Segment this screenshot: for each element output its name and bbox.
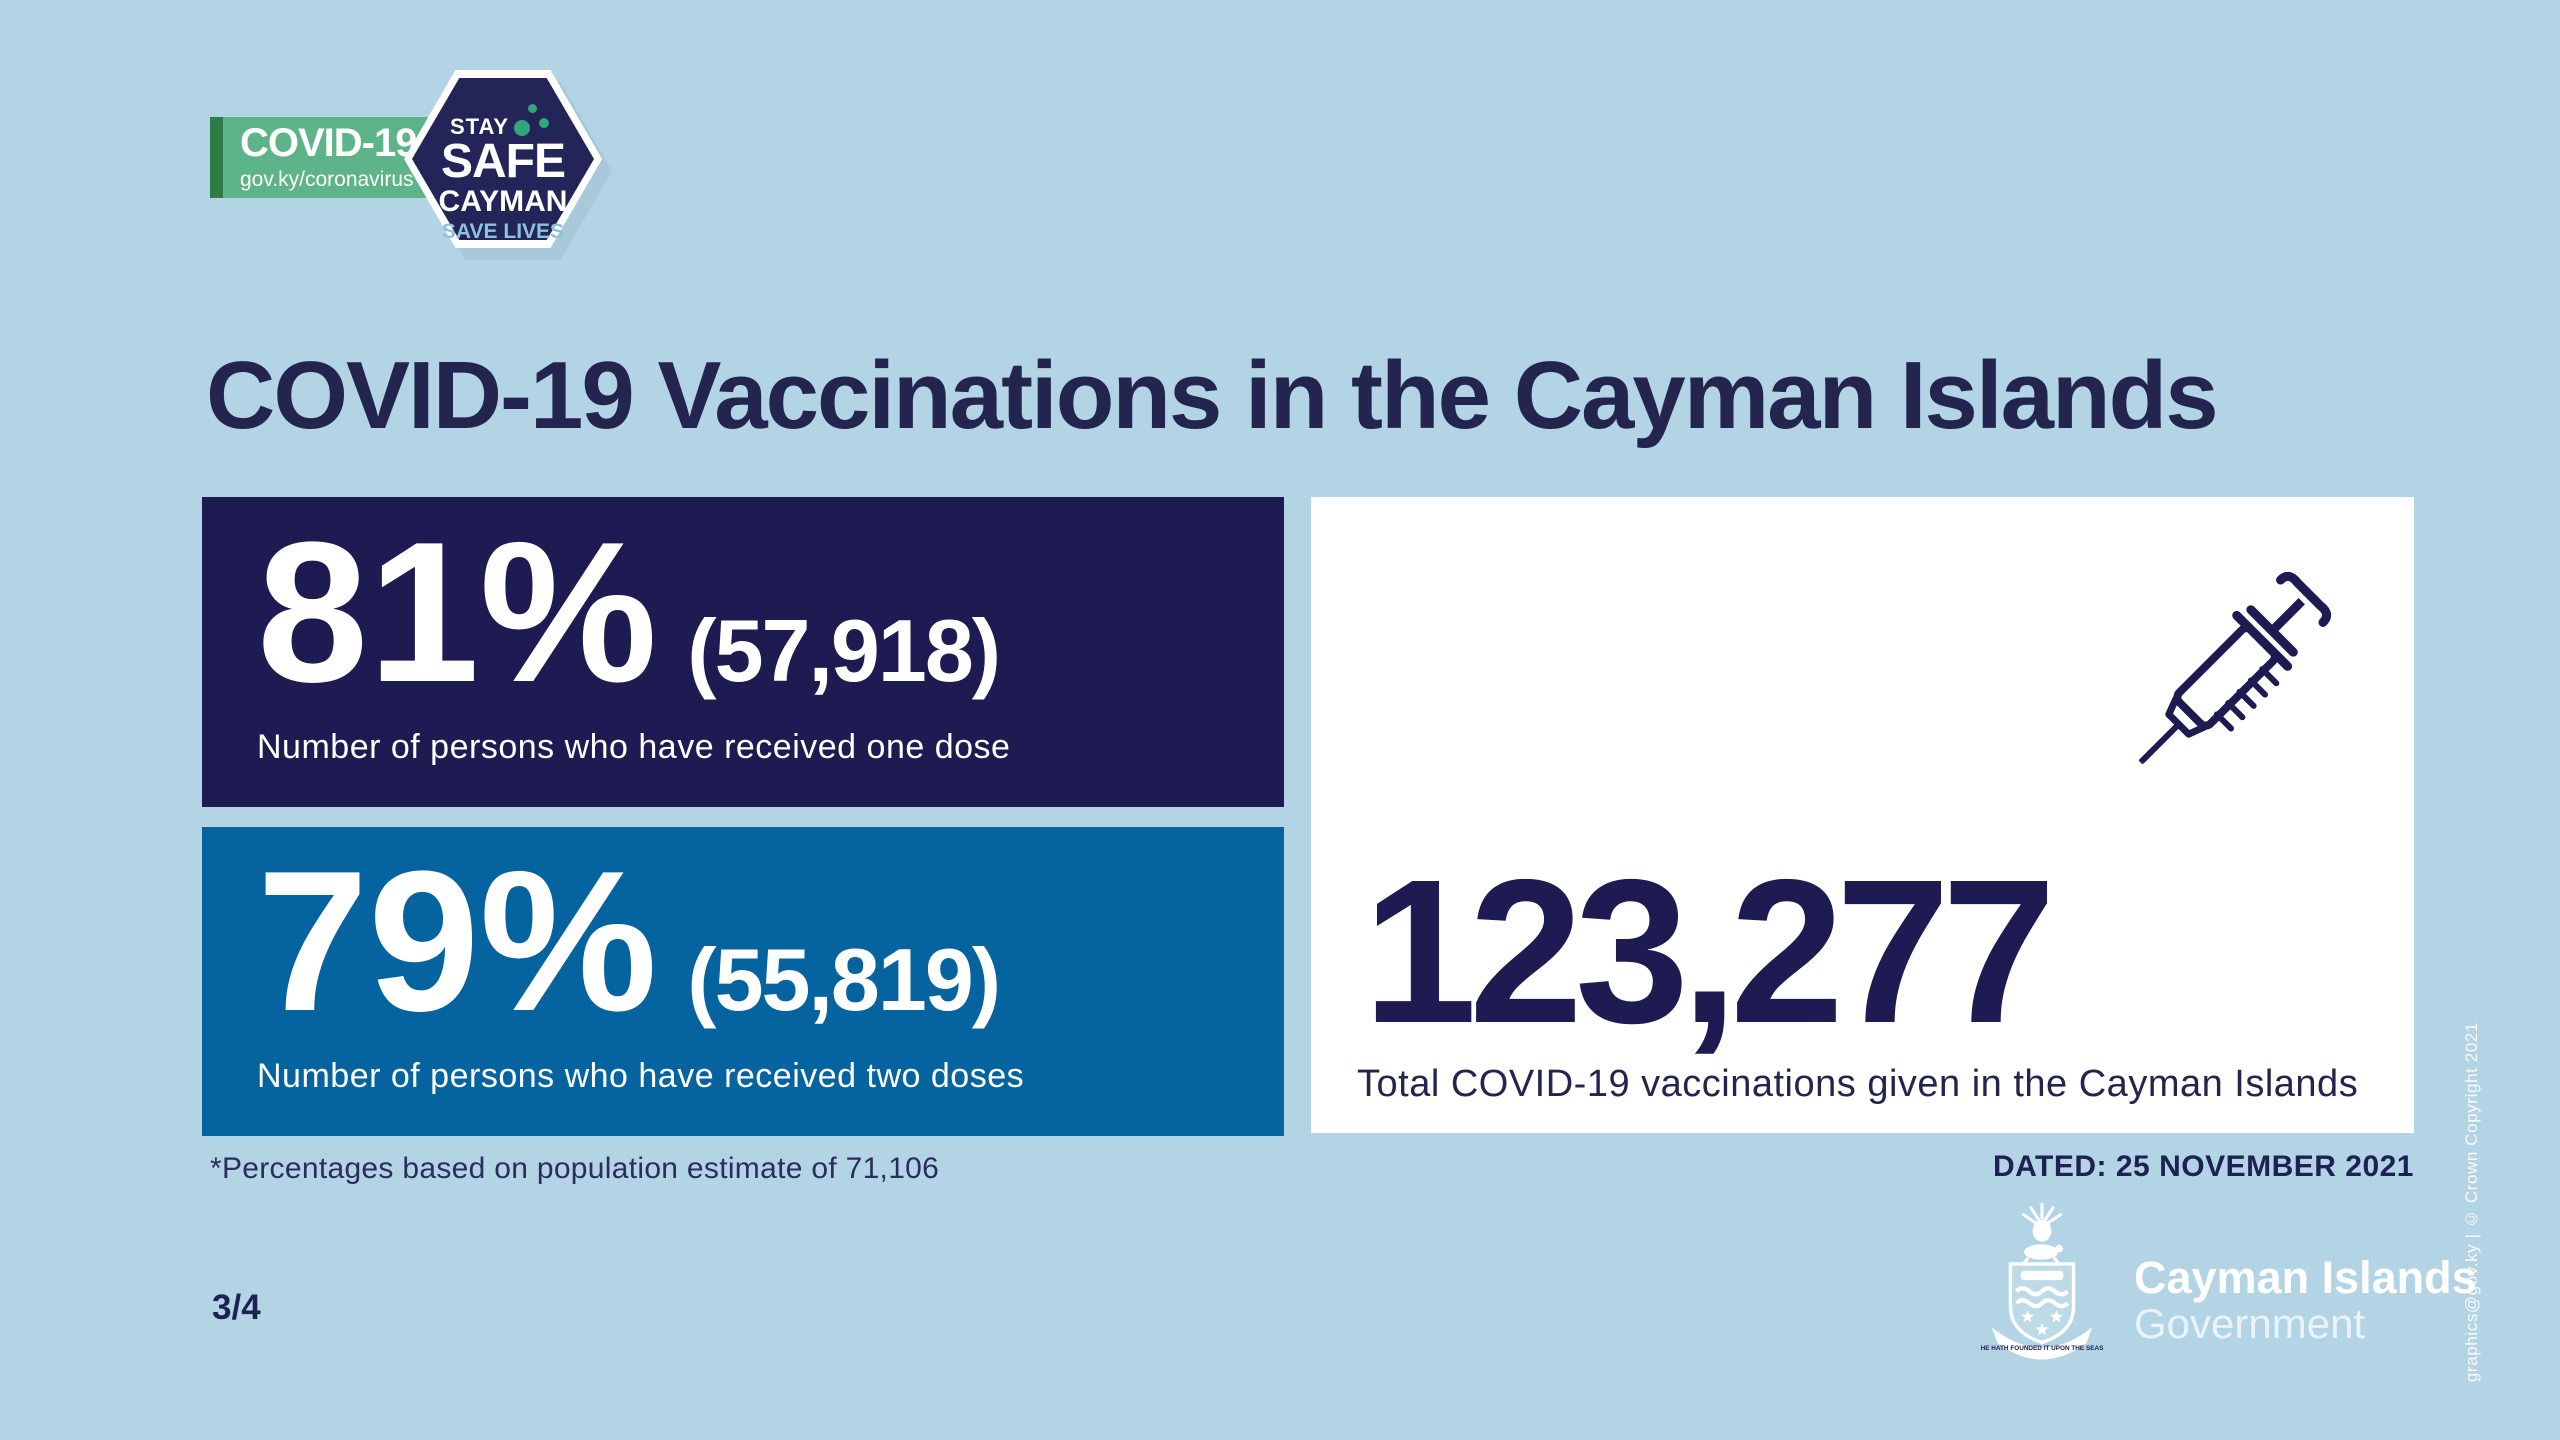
virus-dot-icon bbox=[539, 118, 549, 128]
ribbon-title: COVID-19 bbox=[240, 120, 418, 165]
one-dose-stat-box: 81% (57,918) Number of persons who have … bbox=[202, 497, 1284, 807]
page-indicator: 3/4 bbox=[212, 1288, 261, 1327]
ribbon-url: gov.ky/coronavirus bbox=[240, 167, 414, 191]
badge-stay: STAY bbox=[450, 114, 510, 139]
two-doses-stat-box: 79% (55,819) Number of persons who have … bbox=[202, 827, 1284, 1136]
total-vaccinations-box: 123,277 Total COVID-19 vaccinations give… bbox=[1311, 497, 2414, 1133]
one-dose-count: (57,918) bbox=[687, 600, 1001, 700]
two-doses-stat-row: 79% (55,819) bbox=[257, 830, 1284, 1053]
cig-name: Cayman Islands bbox=[2134, 1252, 2477, 1303]
badge-cayman: CAYMAN bbox=[438, 185, 568, 218]
total-vaccinations-label: Total COVID-19 vaccinations given in the… bbox=[1357, 1063, 2359, 1105]
two-doses-percent: 79% bbox=[257, 830, 658, 1053]
copyright-credit: graphics@gov.ky | © Crown Copyright 2021 bbox=[2462, 1021, 2481, 1382]
page-title: COVID-19 Vaccinations in the Cayman Isla… bbox=[206, 342, 2219, 449]
badge-save-lives: SAVE LIVES bbox=[441, 219, 565, 243]
stay-safe-cayman-badge: STAY SAFE CAYMAN SAVE LIVES bbox=[404, 70, 612, 260]
population-footnote: *Percentages based on population estimat… bbox=[210, 1152, 940, 1185]
dated-label: DATED: 25 NOVEMBER 2021 bbox=[1992, 1150, 2414, 1183]
cig-motto: HE HATH FOUNDED IT UPON THE SEAS bbox=[1981, 1345, 2104, 1352]
two-doses-label: Number of persons who have received two … bbox=[257, 1057, 1025, 1095]
cig-coat-of-arms-icon: HE HATH FOUNDED IT UPON THE SEAS bbox=[1978, 1196, 2106, 1377]
two-doses-count: (55,819) bbox=[687, 930, 1001, 1029]
virus-dot-icon bbox=[514, 120, 530, 136]
cig-logo: HE HATH FOUNDED IT UPON THE SEAS Cayman … bbox=[1978, 1196, 2477, 1377]
one-dose-label: Number of persons who have received one … bbox=[257, 727, 1011, 766]
syringe-icon bbox=[2098, 529, 2374, 805]
cig-government: Government bbox=[2134, 1300, 2366, 1348]
one-dose-stat-row: 81% (57,918) bbox=[257, 500, 1284, 724]
ribbon-accent-strip bbox=[210, 117, 223, 198]
badge-safe: SAFE bbox=[440, 135, 566, 188]
cig-logo-text: Cayman Islands Government bbox=[2134, 1254, 2477, 1377]
total-vaccinations-value: 123,277 bbox=[1363, 837, 2056, 1066]
badge-content: STAY SAFE CAYMAN SAVE LIVES bbox=[412, 78, 594, 243]
virus-dot-icon bbox=[528, 104, 537, 113]
covid19-ribbon: COVID-19 gov.ky/coronavirus bbox=[210, 117, 429, 198]
one-dose-percent: 81% bbox=[257, 500, 658, 724]
